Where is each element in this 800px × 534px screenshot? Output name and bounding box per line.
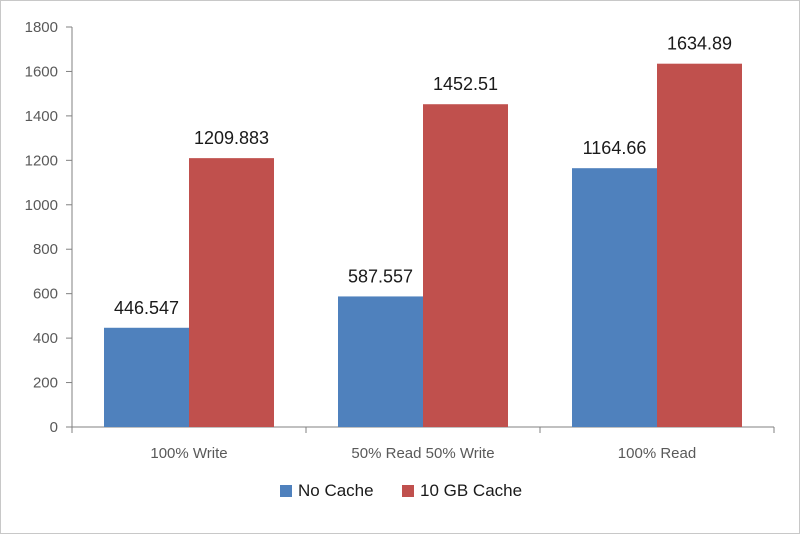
data-label: 1164.66 [583,138,647,158]
legend-label: 10 GB Cache [420,481,522,500]
legend-label: No Cache [298,481,374,500]
x-axis-categories: 100% Write 50% Read 50% Write 100% Read [150,445,696,462]
data-label: 587.557 [348,266,413,286]
legend: No Cache 10 GB Cache [280,481,522,500]
bar [423,104,508,427]
data-label: 1452.51 [433,74,498,94]
y-tick-label: 1600 [25,63,58,80]
y-tick-label: 1000 [25,197,58,214]
x-category-label: 50% Read 50% Write [351,445,494,462]
legend-swatch [280,485,292,497]
y-tick-label: 1400 [25,108,58,125]
y-tick-label: 1800 [25,19,58,36]
bar [189,158,274,427]
data-labels: 446.547 1209.883 587.557 1452.51 1164.66 1634… [114,34,732,318]
legend-swatch [402,485,414,497]
y-tick-label: 400 [33,330,58,347]
y-tick-label: 800 [33,241,58,258]
bar [104,327,189,427]
bar [657,63,742,428]
bar [572,168,657,428]
data-label: 446.547 [114,298,179,318]
bars [104,63,742,428]
y-tick-label: 200 [33,375,58,392]
x-category-label: 100% Write [150,445,227,462]
y-tick-label: 600 [33,286,58,303]
bar [338,296,423,427]
data-label: 1634.89 [667,34,732,54]
y-tick-label: 0 [50,419,58,436]
y-tick-label: 1200 [25,152,58,169]
y-axis-ticks: 0 200 400 600 800 1000 1200 1400 1600 1800 [25,19,72,436]
data-label: 1209.883 [194,128,269,148]
x-category-label: 100% Read [618,445,696,462]
